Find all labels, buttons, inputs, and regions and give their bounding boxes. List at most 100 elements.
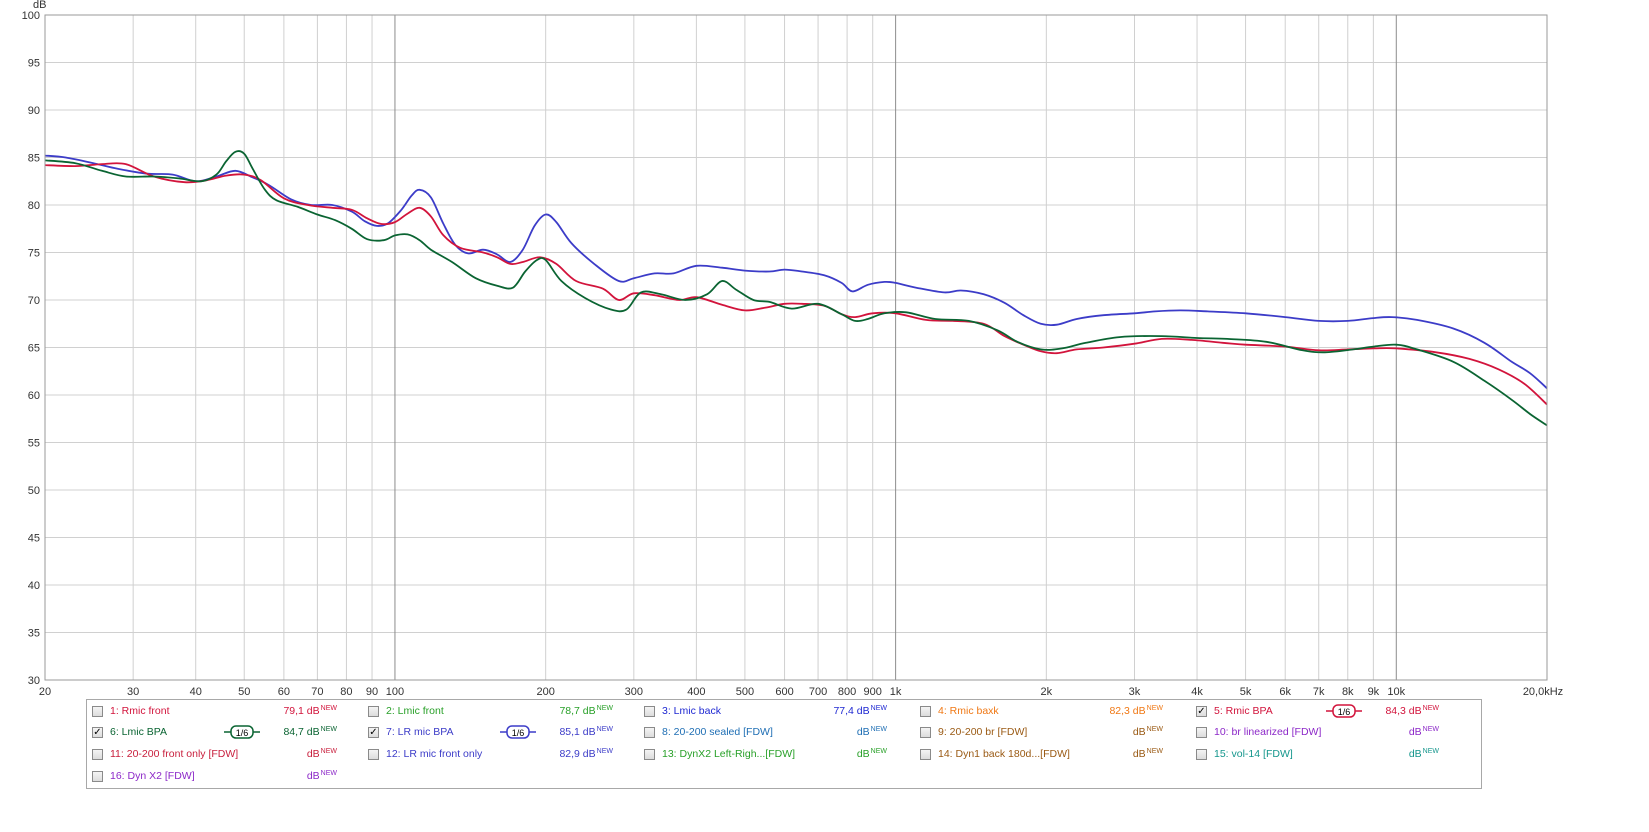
x-tick-label: 30 xyxy=(127,686,139,698)
x-tick-label: 8k xyxy=(1342,686,1354,698)
series-line xyxy=(44,154,1548,389)
legend-label: 6: Lmic BPA xyxy=(110,726,167,738)
legend-checkbox[interactable]: ✓ xyxy=(368,727,379,738)
legend-label: 3: Lmic back xyxy=(662,705,721,717)
smoothing-label: 1/6 xyxy=(236,728,249,738)
new-tag: NEW xyxy=(596,705,613,712)
smoothing-indicator[interactable]: 1/6 xyxy=(224,725,260,739)
smoothing-label: 1/6 xyxy=(512,728,525,738)
legend-value: dBNEW xyxy=(856,726,887,738)
legend-checkbox[interactable]: ✓ xyxy=(92,727,103,738)
series-line xyxy=(44,162,1548,406)
x-tick-labels: 20 30 40 50 60 70 80 90 100 200 300 400 500 600 700 800… xyxy=(39,686,1563,698)
legend-label: 2: Lmic front xyxy=(386,705,444,717)
smoothing-box xyxy=(1332,704,1356,718)
legend-checkbox[interactable] xyxy=(92,771,103,782)
legend-label: 15: vol-14 [FDW] xyxy=(1214,748,1293,760)
legend-label: 16: Dyn X2 [FDW] xyxy=(110,770,195,782)
x-tick-label: 1k xyxy=(890,686,902,698)
new-tag: NEW xyxy=(1422,748,1439,755)
new-tag: NEW xyxy=(320,705,337,712)
new-tag: NEW xyxy=(1146,705,1163,712)
x-tick-label: 20 xyxy=(39,686,51,698)
y-tick-label: 85 xyxy=(28,153,40,165)
series-group xyxy=(44,150,1548,427)
legend-label: 8: 20-200 sealed [FDW] xyxy=(662,726,773,738)
legend-label: 1: Rmic front xyxy=(110,705,170,717)
legend-value: 84,3 dBNEW xyxy=(1385,705,1439,717)
x-tick-label: 9k xyxy=(1368,686,1380,698)
new-tag: NEW xyxy=(870,748,887,755)
x-tick-label: 3k xyxy=(1129,686,1141,698)
legend-value: dBNEW xyxy=(1408,748,1439,760)
legend-checkbox[interactable] xyxy=(920,749,931,760)
new-tag: NEW xyxy=(870,726,887,733)
legend-checkbox[interactable] xyxy=(644,749,655,760)
legend-checkbox[interactable] xyxy=(1196,749,1207,760)
x-tick-label: 200 xyxy=(536,686,554,698)
legend-value: dBNEW xyxy=(306,770,337,782)
smoothing-indicator[interactable]: 1/6 xyxy=(1326,704,1362,718)
x-tick-label: 100 xyxy=(386,686,404,698)
x-tick-label: 90 xyxy=(366,686,378,698)
x-tick-label: 6k xyxy=(1279,686,1291,698)
y-tick-label: 35 xyxy=(28,628,40,640)
y-tick-label: 30 xyxy=(28,675,40,687)
legend-label: 9: 20-200 br [FDW] xyxy=(938,726,1028,738)
x-tick-label: 50 xyxy=(238,686,250,698)
new-tag: NEW xyxy=(1422,705,1439,712)
legend-checkbox[interactable] xyxy=(644,706,655,717)
x-tick-label: 20,0kHz xyxy=(1523,686,1563,698)
legend-checkbox[interactable] xyxy=(92,706,103,717)
y-tick-label: 80 xyxy=(28,200,40,212)
legend-value: dBNEW xyxy=(1408,726,1439,738)
x-tick-label: 70 xyxy=(311,686,323,698)
legend-label: 12: LR mic front only xyxy=(386,748,483,760)
y-tick-label: 100 xyxy=(22,10,40,22)
new-tag: NEW xyxy=(1422,726,1439,733)
y-tick-label: 60 xyxy=(28,390,40,402)
legend-checkbox[interactable] xyxy=(92,749,103,760)
x-tick-label: 400 xyxy=(687,686,705,698)
legend-label: 4: Rmic baxk xyxy=(938,705,999,717)
new-tag: NEW xyxy=(320,748,337,755)
legend-checkbox[interactable]: ✓ xyxy=(1196,706,1207,717)
legend-checkbox[interactable] xyxy=(368,749,379,760)
smoothing-box xyxy=(506,725,530,739)
legend-label: 10: br linearized [FDW] xyxy=(1214,726,1322,738)
legend-checkbox[interactable] xyxy=(1196,727,1207,738)
new-tag: NEW xyxy=(870,705,887,712)
x-tick-label: 80 xyxy=(340,686,352,698)
x-tick-label: 60 xyxy=(278,686,290,698)
legend-label: 13: DynX2 Left-Righ...[FDW] xyxy=(662,748,796,760)
legend-checkbox[interactable] xyxy=(920,727,931,738)
x-tick-label: 700 xyxy=(809,686,827,698)
x-tick-label: 300 xyxy=(625,686,643,698)
legend-value: 82,9 dBNEW xyxy=(559,748,613,760)
legend-checkbox[interactable] xyxy=(644,727,655,738)
x-tick-label: 40 xyxy=(190,686,202,698)
legend-label: 14: Dyn1 back 180d...[FDW] xyxy=(938,748,1070,760)
y-tick-label: 40 xyxy=(28,580,40,592)
legend-value: 84,7 dBNEW xyxy=(283,726,337,738)
legend-label: 5: Rmic BPA xyxy=(1214,705,1273,717)
legend-value: 77,4 dBNEW xyxy=(833,705,887,717)
x-tick-label: 10k xyxy=(1387,686,1405,698)
legend-value: 82,3 dBNEW xyxy=(1109,705,1163,717)
legend-label: 11: 20-200 front only [FDW] xyxy=(110,748,239,760)
y-tick-labels: 100 95 90 85 80 75 70 65 60 55 50 45 40 35 30 xyxy=(22,10,40,687)
legend-value: 85,1 dBNEW xyxy=(559,726,613,738)
legend-checkbox[interactable] xyxy=(920,706,931,717)
new-tag: NEW xyxy=(596,748,613,755)
smoothing-indicator[interactable]: 1/6 xyxy=(500,725,536,739)
x-tick-label: 7k xyxy=(1313,686,1325,698)
x-tick-label: 600 xyxy=(775,686,793,698)
legend-checkbox[interactable] xyxy=(368,706,379,717)
plot-frame xyxy=(44,14,1548,681)
y-tick-label: 65 xyxy=(28,343,40,355)
y-tick-label: 95 xyxy=(28,58,40,70)
y-tick-label: 50 xyxy=(28,485,40,497)
x-tick-label: 900 xyxy=(864,686,882,698)
legend-panel: 1: Rmic front 79,1 dBNEW 2: Lmic front 78,7… xyxy=(86,699,1482,789)
